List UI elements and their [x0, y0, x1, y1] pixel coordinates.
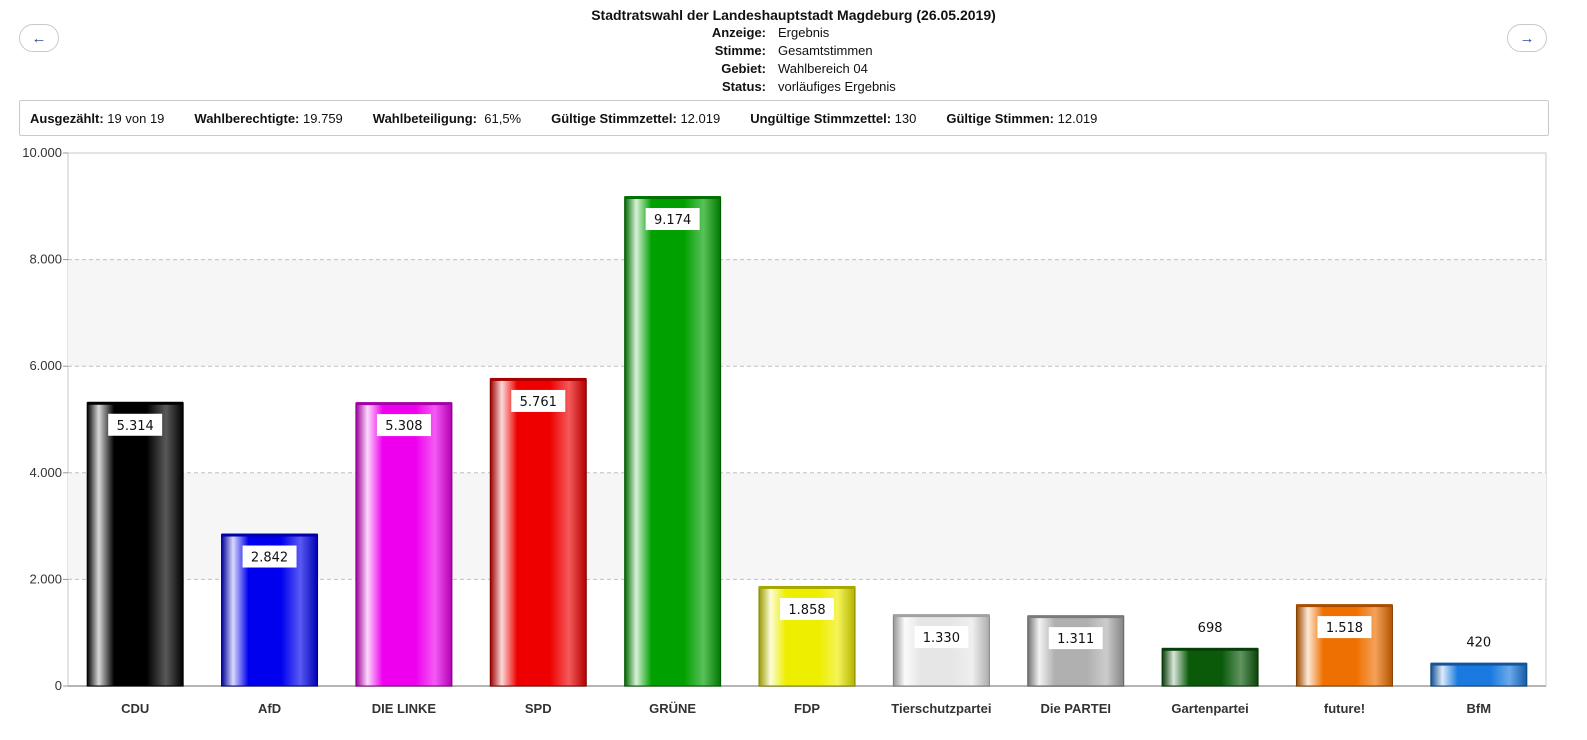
stat-wahlberechtigte: Wahlberechtigte: 19.759	[194, 110, 343, 126]
bar-cap	[221, 533, 318, 537]
bar-tierschutzpartei	[892, 614, 990, 687]
meta-label-stimme: Stimme:	[714, 43, 766, 58]
meta-value-anzeige: Ergebnis	[778, 25, 830, 40]
value-label-box	[108, 413, 163, 436]
value-label: 1.311	[1057, 632, 1094, 647]
bar-cap	[624, 196, 721, 200]
x-tick-label: CDU	[121, 701, 149, 716]
value-label-box	[1317, 616, 1372, 639]
meta-value-stimme: Gesamtstimmen	[778, 43, 873, 58]
x-tick-label: BfM	[1467, 701, 1492, 716]
bar-cap	[490, 377, 587, 381]
value-label: 9.174	[654, 213, 691, 228]
value-label: 2.842	[251, 551, 288, 566]
bar-gartenpartei	[1161, 648, 1259, 687]
bar-cap	[1430, 662, 1527, 666]
bar-bfm	[1430, 663, 1528, 687]
value-label: 420	[1466, 636, 1491, 651]
y-tick-label: 10.000	[22, 145, 62, 160]
y-tick-label: 4.000	[29, 465, 62, 480]
y-tick-label: 6.000	[29, 358, 62, 373]
stat-ungueltige-stimmzettel: Ungültige Stimmzettel: 130	[750, 110, 917, 126]
stat-wahlbeteiligung: Wahlbeteiligung: 61,5%	[372, 110, 522, 126]
value-label: 5.308	[385, 419, 422, 434]
value-label-box	[376, 414, 431, 437]
bar-cap	[1027, 615, 1124, 619]
bar-cap	[1296, 604, 1393, 608]
value-label-box	[511, 389, 566, 412]
election-header: Stadtratswahl der Landeshauptstadt Magde…	[0, 7, 1587, 24]
value-label: 698	[1198, 621, 1223, 636]
bar-die-partei	[1027, 615, 1125, 687]
election-meta: Anzeige: Ergebnis Stimme: Gesamtstimmen …	[0, 17, 1587, 94]
stat-ausgezaehlt: Ausgezählt: 19 von 19	[30, 110, 165, 126]
bar-cap	[893, 614, 990, 618]
value-label: 1.518	[1326, 621, 1363, 636]
y-tick-label: 2.000	[29, 571, 62, 586]
x-tick-label: future!	[1324, 701, 1365, 716]
meta-value-gebiet: Wahlbereich 04	[778, 61, 868, 76]
election-title: Stadtratswahl der Landeshauptstadt Magde…	[591, 7, 996, 23]
meta-label-anzeige: Anzeige:	[711, 25, 766, 40]
y-tick-label: 8.000	[29, 252, 62, 267]
next-arrow-button[interactable]: →	[1507, 24, 1547, 52]
x-tick-label: Gartenpartei	[1171, 701, 1248, 716]
meta-label-gebiet: Gebiet:	[721, 61, 766, 76]
previous-arrow-button[interactable]: ←	[19, 24, 59, 52]
bar-cdu	[86, 402, 184, 687]
bar-gr-ne	[624, 196, 722, 687]
value-label: 1.330	[923, 631, 960, 646]
meta-value-status: vorläufiges Ergebnis	[778, 79, 896, 94]
stat-gueltige-stimmen: Gültige Stimmen: 12.019	[946, 110, 1098, 126]
meta-label-status: Status:	[721, 79, 766, 94]
x-tick-label: DIE LINKE	[372, 701, 437, 716]
bar-spd	[489, 378, 587, 687]
stats-bar: Ausgezählt: 19 von 19 Wahlberechtigte: 1…	[19, 100, 1549, 136]
value-label: 5.314	[117, 419, 154, 434]
x-tick-label: Tierschutzpartei	[891, 701, 991, 716]
x-tick-label: AfD	[258, 701, 281, 716]
x-tick-label: SPD	[525, 701, 552, 716]
value-label-box	[914, 626, 969, 649]
bar-die-linke	[355, 402, 453, 687]
bar-cap	[87, 401, 184, 405]
value-label: 1.858	[788, 603, 825, 618]
x-tick-label: Die PARTEI	[1040, 701, 1111, 716]
arrow-right-icon: →	[1519, 29, 1535, 47]
stat-gueltige-stimmzettel: Gültige Stimmzettel: 12.019	[551, 110, 721, 126]
x-tick-label: FDP	[794, 701, 820, 716]
vote-bar-chart: 0 2.000 4.000 6.000 8.000 10.000 5.314 CDU 2.842…	[22, 145, 1547, 716]
grid-band	[68, 259, 1546, 367]
value-label-box	[645, 208, 700, 231]
y-tick-label: 0	[55, 678, 62, 693]
bar-cap	[355, 402, 452, 406]
value-label-box	[1048, 627, 1103, 650]
bar-cap	[759, 585, 855, 589]
x-tick-label: GRÜNE	[649, 701, 696, 716]
value-label-box	[242, 545, 297, 568]
bar-cap	[1162, 647, 1259, 651]
value-label: 5.761	[520, 395, 557, 410]
value-label-box	[780, 597, 834, 620]
arrow-left-icon: ←	[31, 29, 47, 47]
